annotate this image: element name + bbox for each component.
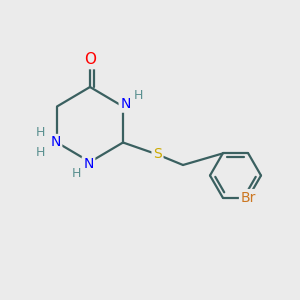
Text: H: H [36,146,45,159]
Text: O: O [84,52,96,68]
Text: N: N [50,136,61,149]
Text: N: N [83,158,94,171]
Text: H: H [36,126,45,140]
Text: S: S [153,148,162,161]
Text: Br: Br [241,190,256,205]
Text: H: H [133,88,143,102]
Text: H: H [72,167,81,180]
Text: N: N [120,97,130,111]
